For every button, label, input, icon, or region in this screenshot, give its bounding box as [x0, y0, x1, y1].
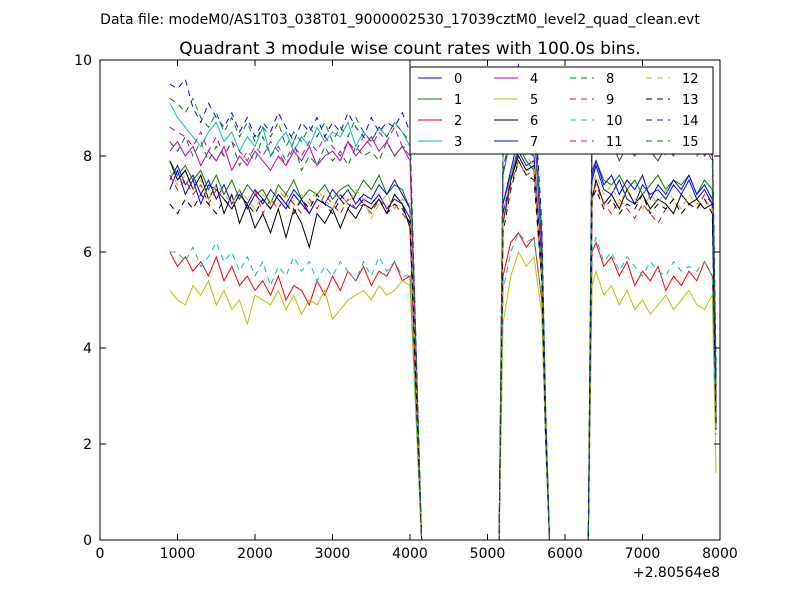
series-line-2: [169, 231, 717, 540]
x-tick-label: 2000: [237, 546, 273, 562]
legend-label-12: 12: [682, 72, 699, 87]
series-line-15: [169, 82, 717, 540]
plot-frame: [99, 59, 721, 541]
legend-label-15: 15: [682, 135, 699, 150]
legend-label-8: 8: [606, 72, 614, 87]
series-line-10: [169, 231, 717, 540]
y-tick-label: 10: [74, 53, 92, 69]
x-tick-label: 0: [96, 546, 105, 562]
x-tick-label: 5000: [470, 546, 506, 562]
x-offset-label: +2.80564e8: [633, 565, 720, 581]
y-tick-label: 2: [83, 437, 92, 453]
legend-label-4: 4: [530, 72, 538, 87]
data-file-label: Data file: modeM0/AS1T03_038T01_90000025…: [100, 12, 700, 28]
series-line-12: [169, 140, 717, 540]
y-tick-label: 8: [83, 149, 92, 165]
legend-label-5: 5: [530, 93, 538, 108]
legend-label-11: 11: [606, 135, 623, 150]
legend-label-6: 6: [530, 114, 538, 129]
x-tick-label: 6000: [547, 546, 583, 562]
legend-label-14: 14: [682, 114, 699, 129]
legend-label-3: 3: [454, 135, 462, 150]
series-line-6: [169, 154, 717, 540]
legend-label-13: 13: [682, 93, 699, 108]
legend-label-2: 2: [454, 114, 462, 129]
legend-label-7: 7: [530, 135, 538, 150]
x-tick-label: 3000: [315, 546, 351, 562]
legend-label-10: 10: [606, 114, 623, 129]
x-tick-label: 1000: [160, 546, 196, 562]
x-tick-label: 4000: [392, 546, 428, 562]
x-tick-label: 7000: [625, 546, 661, 562]
legend-label-0: 0: [454, 72, 462, 87]
series-line-0: [169, 149, 717, 540]
chart-title: Quadrant 3 module wise count rates with …: [179, 39, 640, 59]
legend-box: [409, 66, 714, 155]
y-tick-label: 0: [83, 533, 92, 549]
legend-label-9: 9: [606, 93, 614, 108]
legend-label-1: 1: [454, 93, 462, 108]
y-tick-label: 6: [83, 245, 92, 261]
x-tick-label: 8000: [702, 546, 738, 562]
y-tick-label: 4: [83, 341, 92, 357]
series-line-5: [169, 250, 717, 540]
series-line-7: [169, 135, 717, 540]
